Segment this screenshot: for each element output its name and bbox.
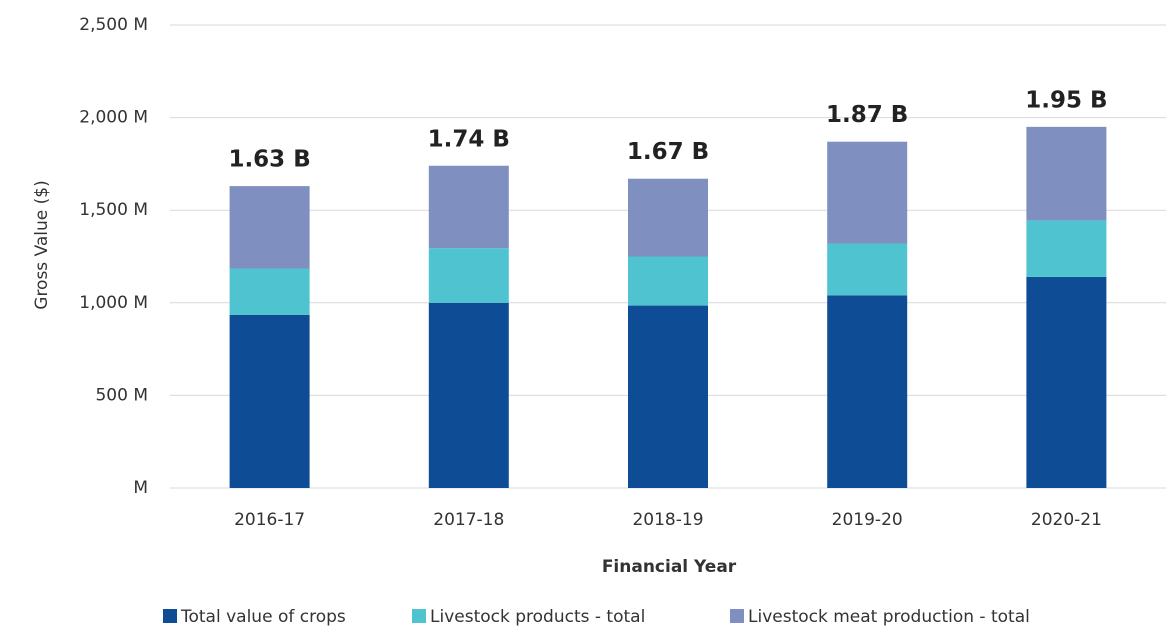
bar-segment	[1026, 126, 1107, 221]
y-tick-label: 2,500 M	[79, 15, 148, 35]
bar-segment	[229, 268, 310, 315]
y-tick-label: 500 M	[95, 385, 148, 405]
bar-segment	[229, 186, 310, 269]
legend-swatch	[412, 609, 426, 623]
bar-segment	[628, 256, 708, 306]
bar-segment	[1026, 220, 1107, 277]
total-label: 1.74 B	[428, 126, 510, 152]
total-label: 1.87 B	[826, 102, 908, 128]
legend-swatch	[163, 609, 177, 623]
bar-segment	[628, 178, 708, 257]
legend-label: Total value of crops	[180, 607, 346, 627]
bar-segment	[827, 141, 908, 244]
bar-segment	[827, 295, 908, 488]
y-tick-label: 2,000 M	[79, 108, 148, 128]
legend-label: Livestock meat production - total	[748, 607, 1030, 627]
bar-segment	[428, 165, 509, 249]
x-axis-title: Financial Year	[602, 557, 737, 577]
total-label: 1.95 B	[1025, 87, 1107, 113]
bar-segment	[428, 248, 509, 303]
total-label: 1.63 B	[228, 147, 310, 173]
x-tick-label: 2016-17	[234, 510, 305, 530]
total-label: 1.67 B	[627, 139, 709, 165]
x-tick-label: 2020-21	[1031, 510, 1102, 530]
x-tick-label: 2019-20	[832, 510, 903, 530]
y-tick-label: 1,000 M	[79, 293, 148, 313]
x-tick-label: 2017-18	[433, 510, 504, 530]
legend-swatch	[730, 609, 744, 623]
y-axis-title: Gross Value ($)	[32, 180, 52, 309]
bar-segment	[229, 314, 310, 488]
bar-segment	[628, 305, 708, 488]
bar-segment	[428, 302, 509, 488]
y-tick-label: M	[133, 478, 148, 498]
x-tick-label: 2018-19	[632, 510, 703, 530]
bar-segment	[827, 243, 908, 296]
bar-segment	[1026, 276, 1107, 488]
legend-label: Livestock products - total	[430, 607, 645, 627]
y-tick-label: 1,500 M	[79, 200, 148, 220]
